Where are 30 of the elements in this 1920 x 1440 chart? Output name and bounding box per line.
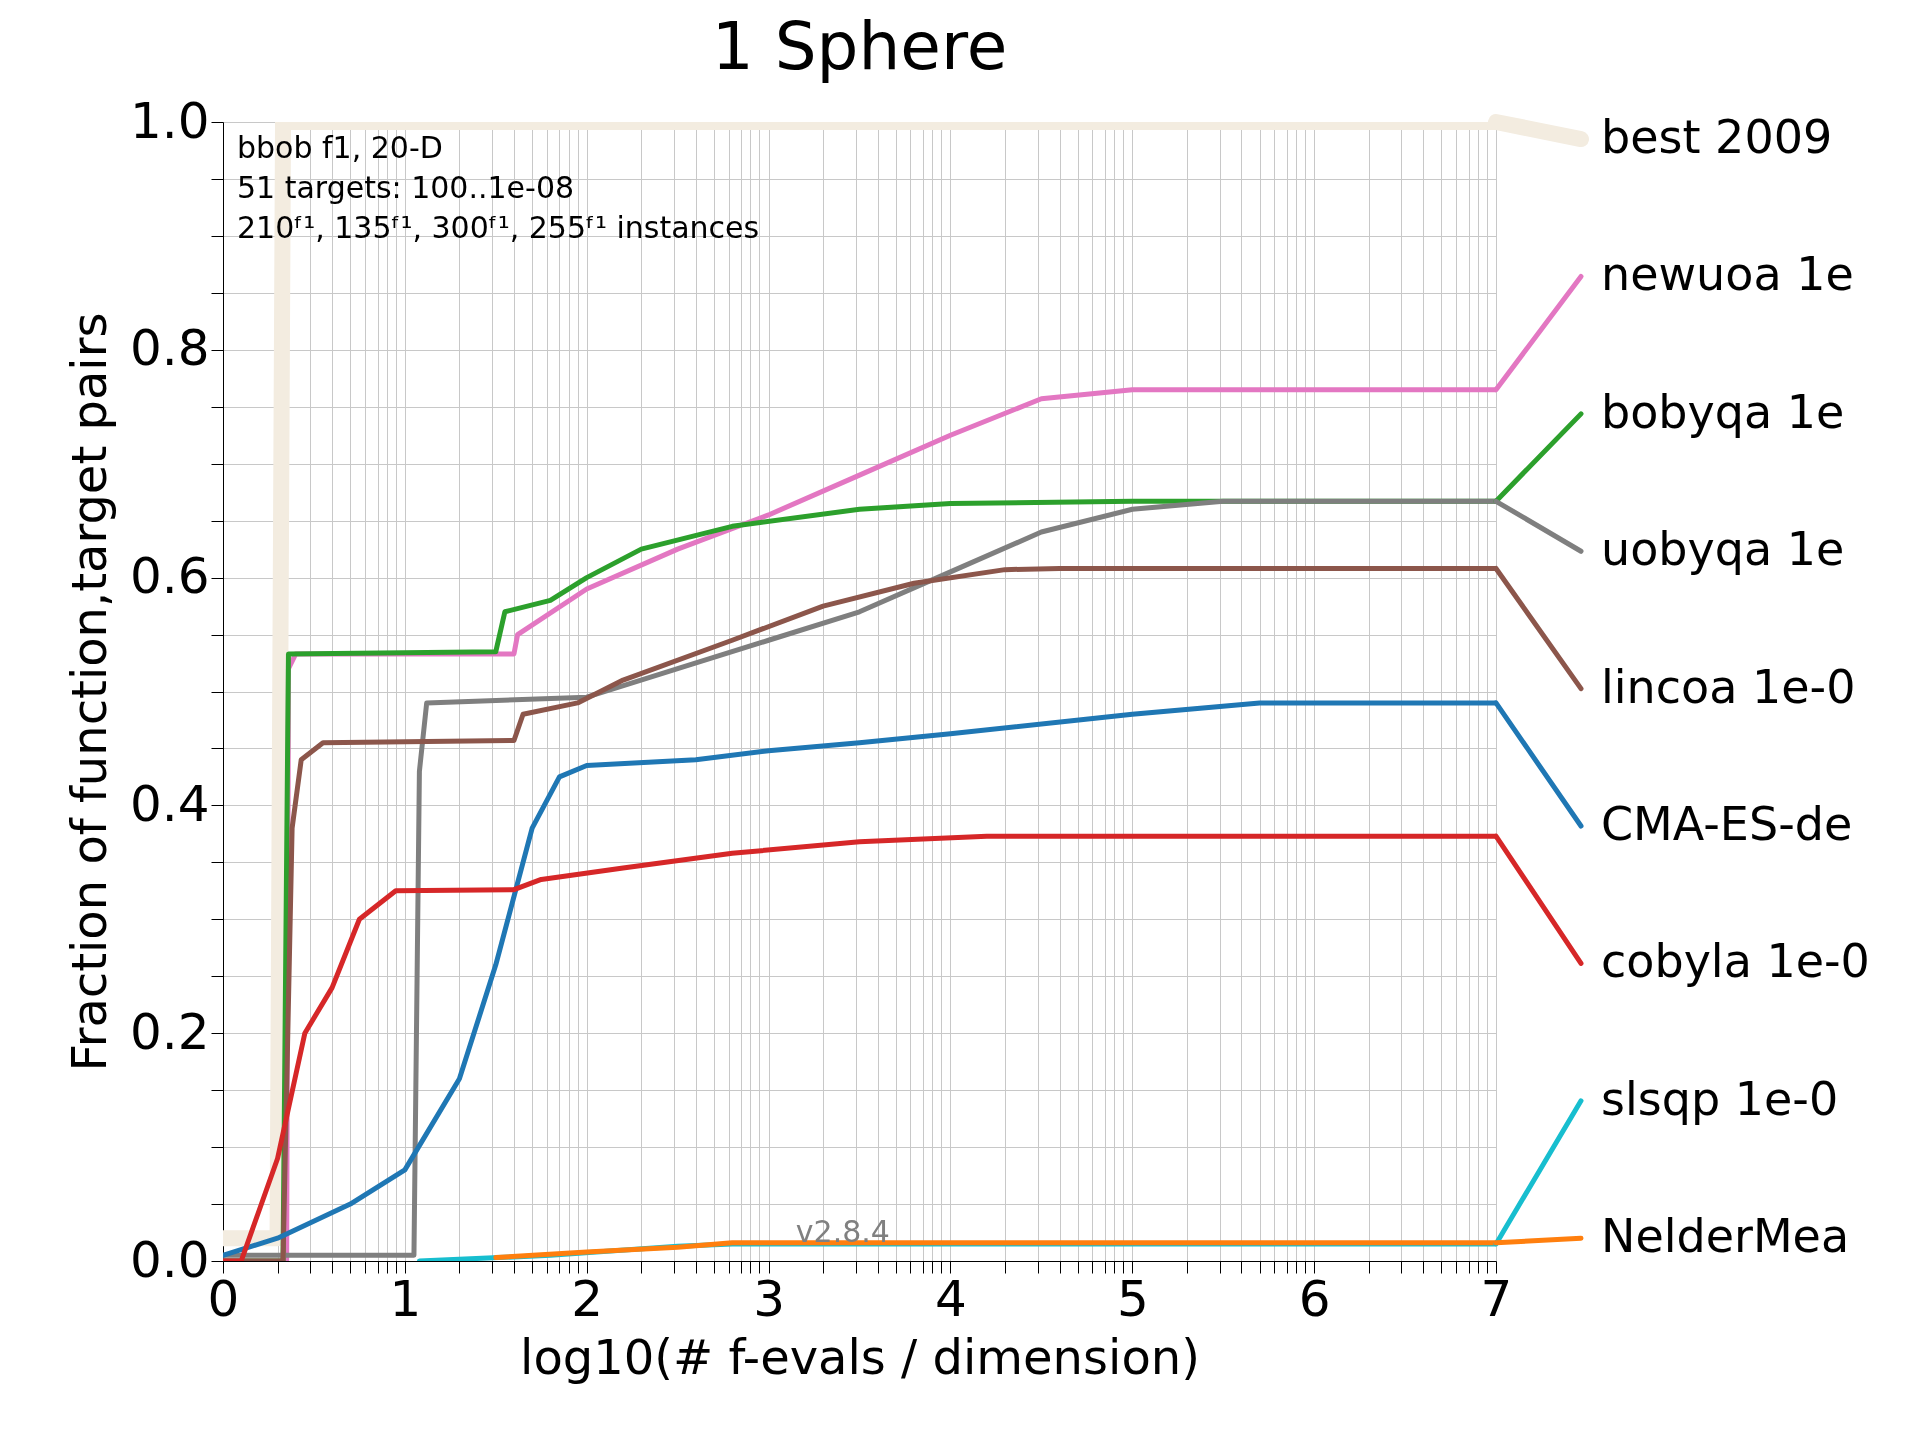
text: slsqp 1e-0	[1601, 1071, 1839, 1126]
annotation: 51 targets: 100..1e-08	[237, 170, 575, 205]
text: newuoa 1e	[1601, 247, 1854, 302]
text: cobyla 1e-0	[1601, 934, 1870, 989]
y-axis-title: Fraction of function,target pairs	[60, 312, 117, 1072]
y-tick-label: 0.8	[129, 319, 210, 378]
y-tick-label: 0.0	[129, 1230, 210, 1289]
y-tick-label: 0.4	[129, 774, 210, 833]
x-tick-label: 5	[1116, 1269, 1149, 1328]
x-axis-title: log10(# f-evals / dimension)	[520, 1328, 1200, 1385]
legend-label: best 2009	[1601, 110, 1833, 165]
x-tick-label: 4	[935, 1269, 967, 1328]
x-tick-label: 6	[1298, 1269, 1331, 1328]
y-tick-label: 1.0	[129, 91, 210, 150]
annotation: 210ᶠ¹, 135ᶠ¹, 300ᶠ¹, 255ᶠ¹ instances	[237, 210, 760, 245]
text: lincoa 1e-0	[1601, 659, 1856, 714]
x-tick-label: 2	[571, 1269, 604, 1328]
text: bobyqa 1e	[1601, 384, 1845, 439]
chart-title: 1 Sphere	[711, 8, 1008, 85]
y-tick-label: 0.2	[129, 1002, 210, 1061]
text: CMA-ES-de	[1601, 797, 1853, 852]
legend-label: NelderMea	[1601, 1209, 1850, 1264]
x-tick-label: 3	[753, 1269, 785, 1328]
x-tick-label: 1	[389, 1269, 422, 1328]
x-tick-label: 0	[207, 1269, 240, 1328]
legend-label: uobyqa 1e	[1601, 522, 1845, 577]
annotation: bbob f1, 20-D	[237, 130, 443, 165]
x-tick-label: 7	[1480, 1269, 1513, 1328]
y-tick-label: 0.6	[129, 547, 210, 606]
annotation: v2.8.4	[795, 1213, 890, 1249]
